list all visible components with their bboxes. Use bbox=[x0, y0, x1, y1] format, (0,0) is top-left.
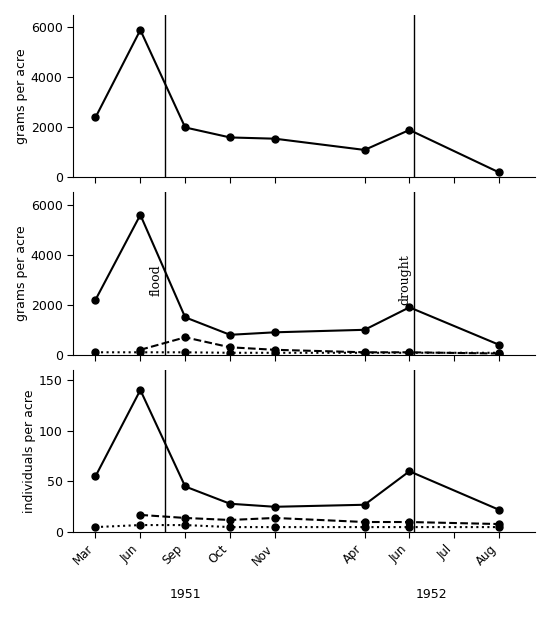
Text: flood: flood bbox=[150, 264, 163, 296]
Y-axis label: grams per acre: grams per acre bbox=[15, 226, 28, 321]
Y-axis label: grams per acre: grams per acre bbox=[15, 48, 28, 144]
Text: 1951: 1951 bbox=[169, 588, 201, 601]
Y-axis label: individuals per acre: individuals per acre bbox=[23, 389, 36, 512]
Text: drought: drought bbox=[399, 255, 411, 305]
Text: 1952: 1952 bbox=[416, 588, 448, 601]
